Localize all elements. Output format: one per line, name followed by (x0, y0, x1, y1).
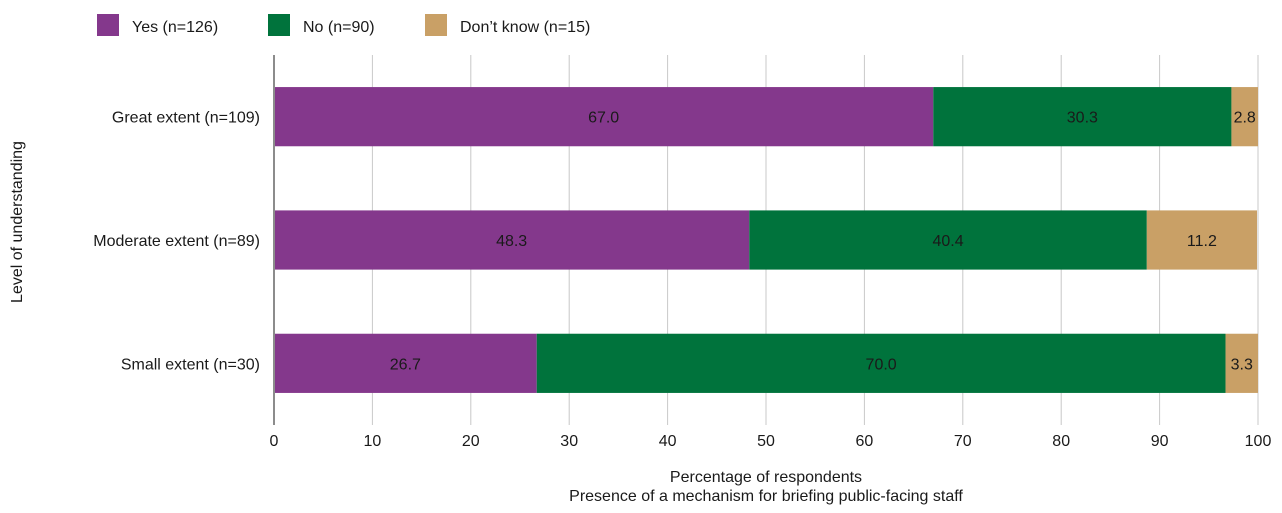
category-label: Moderate extent (n=89) (93, 233, 260, 250)
bar-segment (1225, 333, 1258, 393)
axes: 0 10 20 30 40 50 60 70 80 90 100 Great extent (n=10… (93, 55, 1271, 450)
data-label: 30.3 (1067, 110, 1098, 127)
data-label: 11.2 (1187, 233, 1217, 250)
data-label: 67.0 (588, 110, 619, 127)
x-tick-label: 80 (1052, 433, 1070, 450)
legend-swatch (268, 14, 290, 36)
x-tick-label: 0 (270, 433, 279, 450)
category-label: Small extent (n=30) (121, 356, 260, 373)
x-tick-label: 70 (954, 433, 972, 450)
data-label: 40.4 (932, 233, 963, 250)
data-label: 70.0 (866, 356, 897, 373)
legend-label: Yes (n=126) (132, 19, 218, 36)
legend-swatch (97, 14, 119, 36)
category-label: Great extent (n=109) (112, 110, 260, 127)
x-tick-label: 50 (757, 433, 775, 450)
y-axis-title: Level of understanding (9, 141, 26, 303)
data-label: 26.7 (390, 356, 421, 373)
bar-segment (274, 210, 750, 270)
x-axis-title: Percentage of respondents (670, 469, 862, 486)
legend-label: Don’t know (n=15) (460, 19, 590, 36)
data-label: 3.3 (1231, 356, 1253, 373)
bar-segment (933, 87, 1232, 147)
x-tick-label: 30 (560, 433, 578, 450)
bar-segment (1146, 210, 1258, 270)
x-tick-label: 20 (462, 433, 480, 450)
x-tick-label: 10 (364, 433, 382, 450)
bar-segment (274, 87, 934, 147)
chart-subtitle: Presence of a mechanism for briefing pub… (569, 488, 963, 505)
x-tick-label: 100 (1245, 433, 1272, 450)
bar-segment (749, 210, 1147, 270)
x-tick-label: 60 (856, 433, 874, 450)
bar-segment (536, 333, 1226, 393)
legend: Yes (n=126) No (n=90) Don’t know (n=15) (97, 14, 590, 36)
data-label: 2.8 (1234, 110, 1256, 127)
bar-segment (1231, 87, 1258, 147)
data-label: 48.3 (496, 233, 527, 250)
legend-label: No (n=90) (303, 19, 375, 36)
legend-swatch (425, 14, 447, 36)
bars: 67.0 30.3 2.8 48.3 40.4 11.2 26.7 70.0 3.3 (274, 87, 1258, 393)
x-tick-label: 90 (1151, 433, 1169, 450)
bar-segment (274, 333, 537, 393)
x-tick-label: 40 (659, 433, 677, 450)
